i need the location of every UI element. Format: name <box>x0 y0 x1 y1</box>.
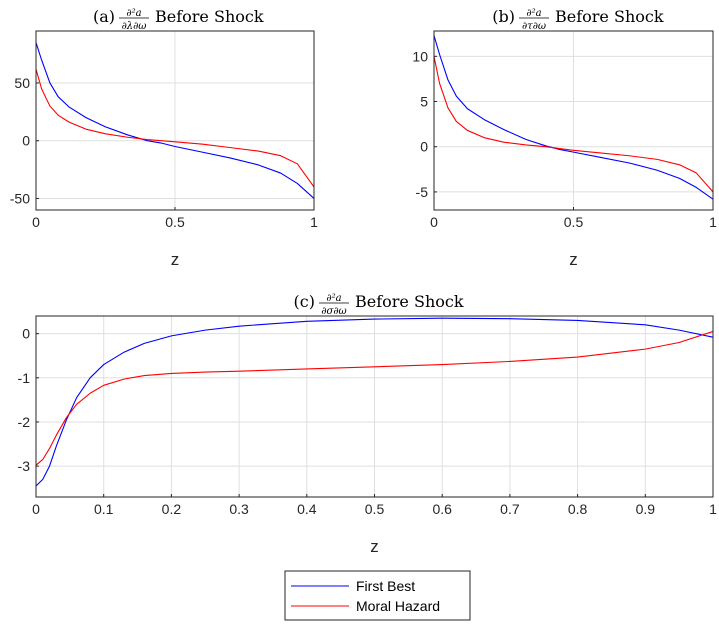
title-fraction-numerator: ∂²a <box>526 8 541 19</box>
title-text: Before Shock <box>355 292 464 311</box>
chart-title: (b) ∂²a ∂τ∂ω Before Shock <box>492 7 664 32</box>
y-tick-label: -5 <box>416 184 429 200</box>
x-tick-label: 1 <box>709 214 717 230</box>
legend-box <box>284 570 471 621</box>
x-tick-label: 0.3 <box>229 501 249 517</box>
chart-title: (a) ∂²a ∂λ∂ω Before Shock <box>93 7 264 32</box>
x-tick-label: 0.9 <box>636 501 656 517</box>
y-tick-label: 10 <box>412 48 428 64</box>
series-line-moral-hazard <box>35 68 315 188</box>
chart-title: (c) ∂²a ∂σ∂ω Before Shock <box>294 292 464 317</box>
title-panel-label: (b) <box>492 7 515 26</box>
title-fraction-numerator: ∂²a <box>126 8 141 19</box>
x-tick-label: 0 <box>32 214 40 230</box>
y-tick-label: -3 <box>18 458 31 474</box>
y-tick-label: -2 <box>18 414 31 430</box>
x-axis-label: z <box>171 250 180 269</box>
title-fraction-denominator: ∂τ∂ω <box>522 21 546 32</box>
y-tick-label: -50 <box>10 190 30 206</box>
title-panel-label: (c) <box>294 292 315 311</box>
series-line-first-best <box>35 42 315 199</box>
x-tick-label: 0.5 <box>564 214 584 230</box>
x-axis-label: z <box>370 537 379 556</box>
x-tick-label: 0.7 <box>500 501 520 517</box>
x-tick-label: 0.6 <box>432 501 452 517</box>
x-tick-label: 0.5 <box>165 214 185 230</box>
x-tick-label: 0 <box>430 214 438 230</box>
y-tick-label: 0 <box>420 139 428 155</box>
x-tick-label: 0.1 <box>94 501 114 517</box>
title-panel-label: (a) <box>93 7 115 26</box>
y-tick-label: 5 <box>420 94 428 110</box>
x-tick-label: 0.8 <box>568 501 588 517</box>
y-tick-label: 0 <box>22 133 30 149</box>
title-fraction-denominator: ∂σ∂ω <box>321 306 346 317</box>
x-tick-label: 1 <box>310 214 318 230</box>
series-line-first-best <box>433 35 714 200</box>
y-tick-label: 0 <box>22 326 30 342</box>
x-tick-label: 0.4 <box>297 501 317 517</box>
x-tick-label: 1 <box>709 501 717 517</box>
series-line-moral-hazard <box>35 330 714 466</box>
legend-label-moral-hazard: Moral Hazard <box>356 598 440 614</box>
title-text: Before Shock <box>555 7 664 26</box>
title-fraction-denominator: ∂λ∂ω <box>122 21 147 32</box>
y-tick-label: 50 <box>14 75 30 91</box>
y-tick-label: -1 <box>18 370 31 386</box>
title-text: Before Shock <box>155 7 264 26</box>
legend: First Best Moral Hazard <box>284 570 471 621</box>
x-axis-label: z <box>569 250 578 269</box>
x-tick-label: 0 <box>32 501 40 517</box>
title-fraction-numerator: ∂²a <box>326 293 341 304</box>
x-tick-label: 0.5 <box>365 501 385 517</box>
x-tick-label: 0.2 <box>162 501 182 517</box>
series-line-moral-hazard <box>433 56 714 193</box>
legend-label-first-best: First Best <box>356 578 415 594</box>
series-line-first-best <box>35 317 714 487</box>
panel-c: 0 0.1 0.2 0.3 0.4 0.5 0.6 0.7 0.8 0.9 1 -3 -2 -1 0 z (c)… <box>18 292 718 556</box>
